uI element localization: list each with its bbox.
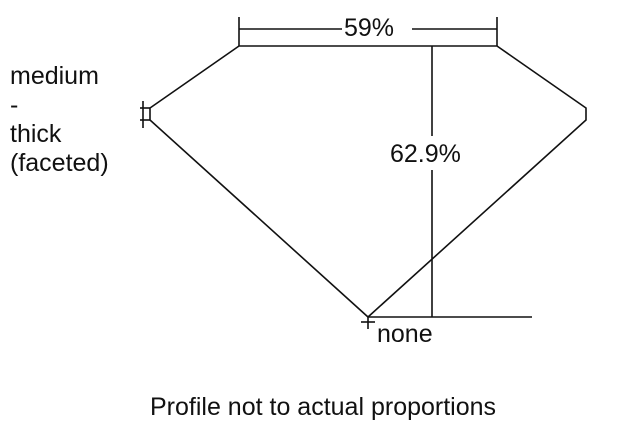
girdle-label-line: thick bbox=[10, 120, 62, 148]
gem-outline bbox=[149, 45, 587, 319]
culet-label: none bbox=[377, 320, 433, 348]
girdle-label: medium - thick (faceted) bbox=[10, 62, 109, 178]
depth-percentage-label: 62.9% bbox=[390, 140, 461, 168]
caption: Profile not to actual proportions bbox=[150, 393, 497, 421]
girdle-label-line: - bbox=[10, 91, 19, 119]
girdle-label-line: medium bbox=[10, 62, 99, 90]
girdle-label-line: (faceted) bbox=[10, 149, 109, 177]
table-percentage-label: 59% bbox=[344, 14, 395, 42]
